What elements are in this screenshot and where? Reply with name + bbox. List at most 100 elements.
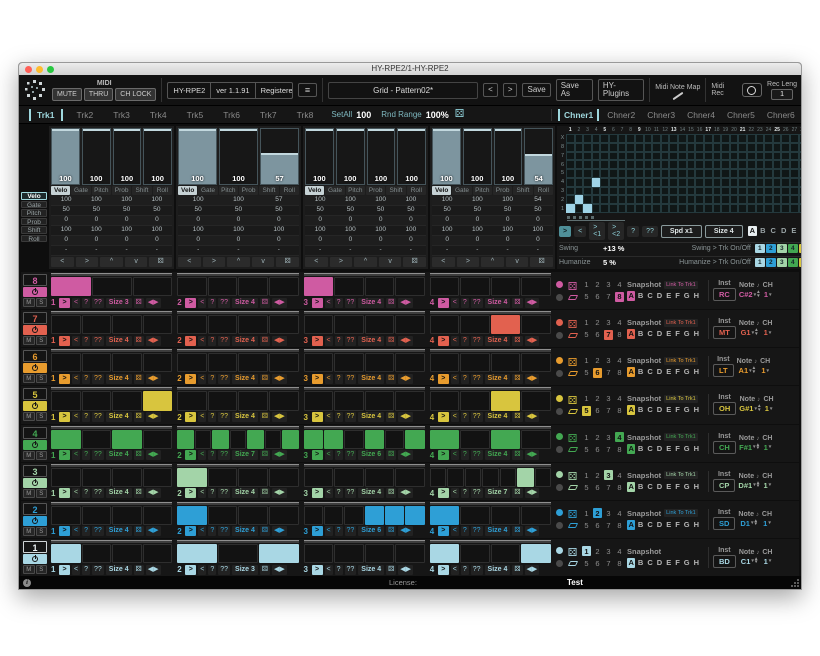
chain-grid-cell[interactable] (764, 142, 773, 152)
chain-grid-cell[interactable] (652, 151, 661, 161)
snapshot-letter-h[interactable]: H (693, 291, 700, 301)
chevron-down-icon[interactable]: ▾ (768, 520, 771, 527)
random-button[interactable]: ? (208, 373, 217, 384)
track-power-button[interactable] (23, 439, 47, 450)
group-size-selector[interactable]: Size 4 (484, 526, 511, 537)
chain-grid-cell[interactable] (591, 186, 601, 196)
chain-grid-cell[interactable] (781, 195, 791, 205)
chain-grid-cell[interactable] (591, 134, 601, 143)
shift-left-right-buttons[interactable]: ◀▶ (524, 450, 540, 461)
random2-button[interactable]: ?? (218, 488, 231, 499)
direction-backward-button[interactable]: < (324, 450, 333, 461)
step-cell[interactable] (207, 277, 238, 297)
mute-button[interactable]: M (23, 412, 35, 422)
track-inactive-dot[interactable] (555, 331, 563, 339)
mute-button[interactable]: M (23, 374, 35, 384)
chain-grid-cell[interactable] (600, 134, 610, 143)
chain-grid-cell[interactable] (798, 195, 801, 205)
direction-forward-button[interactable]: > (311, 335, 323, 346)
chain-grid-cell[interactable] (652, 177, 661, 187)
snapshot-slot-7[interactable]: 7 (606, 558, 611, 568)
chain-grid-cell[interactable] (617, 204, 627, 213)
snapshot-slot-3[interactable]: 3 (606, 508, 611, 518)
snapshot-letter-b[interactable]: B (637, 557, 644, 567)
page-dot[interactable] (567, 215, 570, 219)
chain-grid-cell[interactable] (643, 142, 653, 152)
chain-grid-cell[interactable] (686, 160, 696, 170)
note-selector[interactable]: G#1 ▾ ▴ ▾ (739, 404, 760, 413)
chain-grid-cell[interactable] (703, 142, 713, 152)
param-tab-prob[interactable]: Prob (365, 186, 386, 195)
step-cell[interactable] (81, 429, 112, 449)
panel-up-button[interactable]: ^ (227, 257, 250, 267)
note-selector[interactable]: D#1 ▾ ▴ ▾ (738, 481, 759, 490)
direction-forward-button[interactable]: > (185, 488, 197, 499)
chain-grid-cell[interactable] (609, 160, 618, 170)
param-table-cell[interactable]: 0 (475, 236, 480, 244)
step-cell[interactable] (51, 467, 81, 487)
group-size-selector[interactable]: Size 4 (105, 488, 132, 499)
snapshot-slot-7[interactable]: 7 (606, 292, 611, 302)
chain-grid-cell[interactable] (790, 160, 799, 170)
group-size-selector[interactable]: Size 4 (105, 564, 132, 575)
direction-backward-button[interactable]: < (72, 412, 81, 422)
step-up-icon[interactable]: ▴ (754, 517, 757, 524)
step-cell[interactable] (177, 543, 217, 563)
chain-grid-cell[interactable] (652, 134, 661, 143)
chain-grid-cell[interactable] (652, 186, 661, 196)
chain-grid-cell[interactable] (634, 151, 644, 161)
step-value-slider[interactable]: 100 (462, 128, 492, 185)
track-toggle-5[interactable]: 5 (798, 258, 801, 267)
step-cell[interactable] (499, 467, 517, 487)
chain-grid-cell[interactable] (738, 195, 747, 205)
step-value-slider[interactable]: 100 (493, 128, 523, 185)
track-number-badge[interactable]: 6 (23, 350, 47, 363)
snapshot-letter-c[interactable]: C (647, 443, 653, 453)
random2-button[interactable]: ?? (642, 225, 658, 237)
step-cell[interactable] (177, 429, 194, 449)
chain-grid-cell[interactable] (660, 151, 670, 161)
snapshot-slot-7[interactable]: 7 (606, 520, 611, 530)
group-size-selector[interactable]: Size 4 (358, 335, 385, 346)
shift-left-right-buttons[interactable]: ◀▶ (524, 412, 540, 422)
chain-grid-cell[interactable] (583, 151, 592, 161)
step-cell[interactable] (112, 505, 142, 525)
step-cell[interactable] (177, 353, 207, 373)
snapshot-slot-2[interactable]: 2 (593, 508, 602, 519)
eraser-icon[interactable] (567, 370, 578, 376)
param-tab-shift[interactable]: Shift (386, 186, 406, 195)
audition-icon[interactable]: ♪ (754, 359, 758, 366)
track-toggle-1[interactable]: 1 (754, 258, 765, 267)
chain-grid-cell[interactable] (746, 204, 756, 213)
link-to-trk1-button[interactable]: Link To Trk1 (664, 394, 698, 403)
snapshot-letter-f[interactable]: F (675, 557, 680, 567)
group-size-selector[interactable]: Size 4 (358, 412, 385, 422)
shift-left-right-buttons[interactable]: ◀▶ (272, 297, 287, 308)
snapshot-slot-6[interactable]: 6 (595, 330, 600, 340)
snapshot-letter-e[interactable]: E (666, 291, 672, 301)
chain-grid-cell[interactable] (643, 177, 653, 187)
direction-backward-button[interactable]: < (198, 373, 207, 384)
pattern-next-button[interactable]: > (502, 83, 518, 97)
step-cell[interactable] (323, 429, 344, 449)
snapshot-slot-5[interactable]: 5 (582, 405, 591, 416)
random2-button[interactable]: ?? (344, 526, 357, 537)
chain-grid-cell[interactable] (712, 204, 722, 213)
param-table-cell[interactable]: - (349, 246, 352, 254)
group-dice-icon[interactable]: ⚄ (512, 488, 523, 499)
step-cell[interactable] (364, 429, 384, 449)
param-table-cell[interactable]: 50 (275, 206, 283, 214)
direction-backward-button[interactable]: < (450, 488, 459, 499)
random-button[interactable]: ? (460, 450, 469, 461)
chain-grid-cell[interactable] (798, 142, 801, 152)
group-size-selector[interactable]: Size 4 (484, 297, 511, 308)
group-dice-icon[interactable]: ⚄ (259, 335, 270, 346)
param-table-cell[interactable]: 0 (348, 236, 353, 244)
tab-trk7[interactable]: Trk7 (259, 109, 277, 120)
shift-left-right-buttons[interactable]: ◀▶ (524, 373, 540, 384)
shift-left-right-buttons[interactable]: ◀▶ (398, 564, 414, 575)
link-to-trk1-button[interactable]: Link To Trk1 (664, 356, 698, 365)
direction-backward-button[interactable]: < (324, 373, 333, 384)
note-stepper[interactable]: ▴ ▾ (755, 328, 758, 336)
note-stepper[interactable]: ▴ ▾ (757, 442, 760, 451)
